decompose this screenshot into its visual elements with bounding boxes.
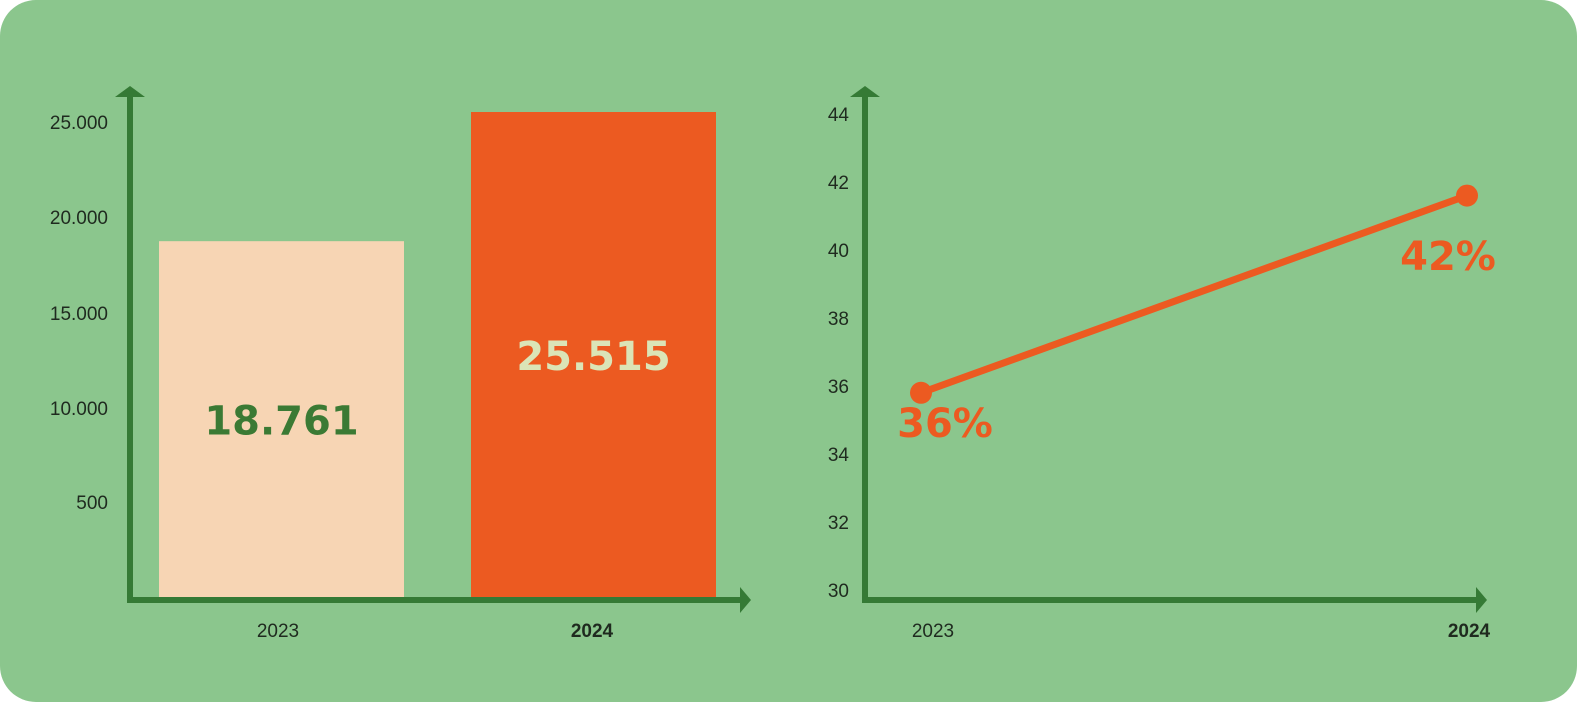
bar-y-tick-label: 15.000 (50, 304, 108, 325)
series-line (917, 192, 1471, 397)
bar-x-tick-label: 2023 (257, 621, 299, 642)
bar-data-label: 25.515 (516, 334, 670, 380)
line-data-label: 36% (897, 401, 993, 447)
line-point (1456, 184, 1478, 207)
bar-x-axis-arrow-icon (740, 587, 751, 613)
line-chart: 30 32 34 36 38 40 42 44 36% 42% 2023 2024 (828, 86, 1496, 642)
line-x-tick-label: 2024 (1448, 621, 1491, 642)
line-data-label: 42% (1400, 234, 1496, 280)
bar-y-tick-label: 10.000 (50, 399, 108, 420)
line-y-tick-label: 38 (828, 309, 849, 330)
line-y-tick-label: 40 (828, 241, 849, 262)
bar-x-tick-label: 2024 (571, 621, 614, 642)
bar (159, 241, 404, 597)
bar-chart: 500 10.000 15.000 20.000 25.000 18.761 25.515 2… (50, 86, 751, 642)
line-y-tick-label: 32 (828, 513, 849, 534)
line-y-tick-label: 44 (828, 105, 850, 126)
bar-y-tick-label: 500 (76, 493, 108, 514)
line-x-tick-label: 2023 (912, 621, 954, 642)
line-x-axis-arrow-icon (1476, 587, 1487, 613)
bar-y-tick-label: 20.000 (50, 208, 108, 229)
bar-y-tick-label: 25.000 (50, 113, 108, 134)
line-y-tick-label: 30 (828, 581, 849, 602)
bar-y-axis-arrow-icon (115, 86, 145, 97)
line-y-tick-label: 36 (828, 377, 849, 398)
line-y-tick-label: 34 (828, 445, 850, 466)
bar-data-label: 18.761 (204, 399, 358, 445)
line-point (910, 381, 932, 404)
line-y-axis-arrow-icon (850, 86, 880, 97)
line-y-tick-label: 42 (828, 173, 849, 194)
bar (471, 112, 716, 597)
